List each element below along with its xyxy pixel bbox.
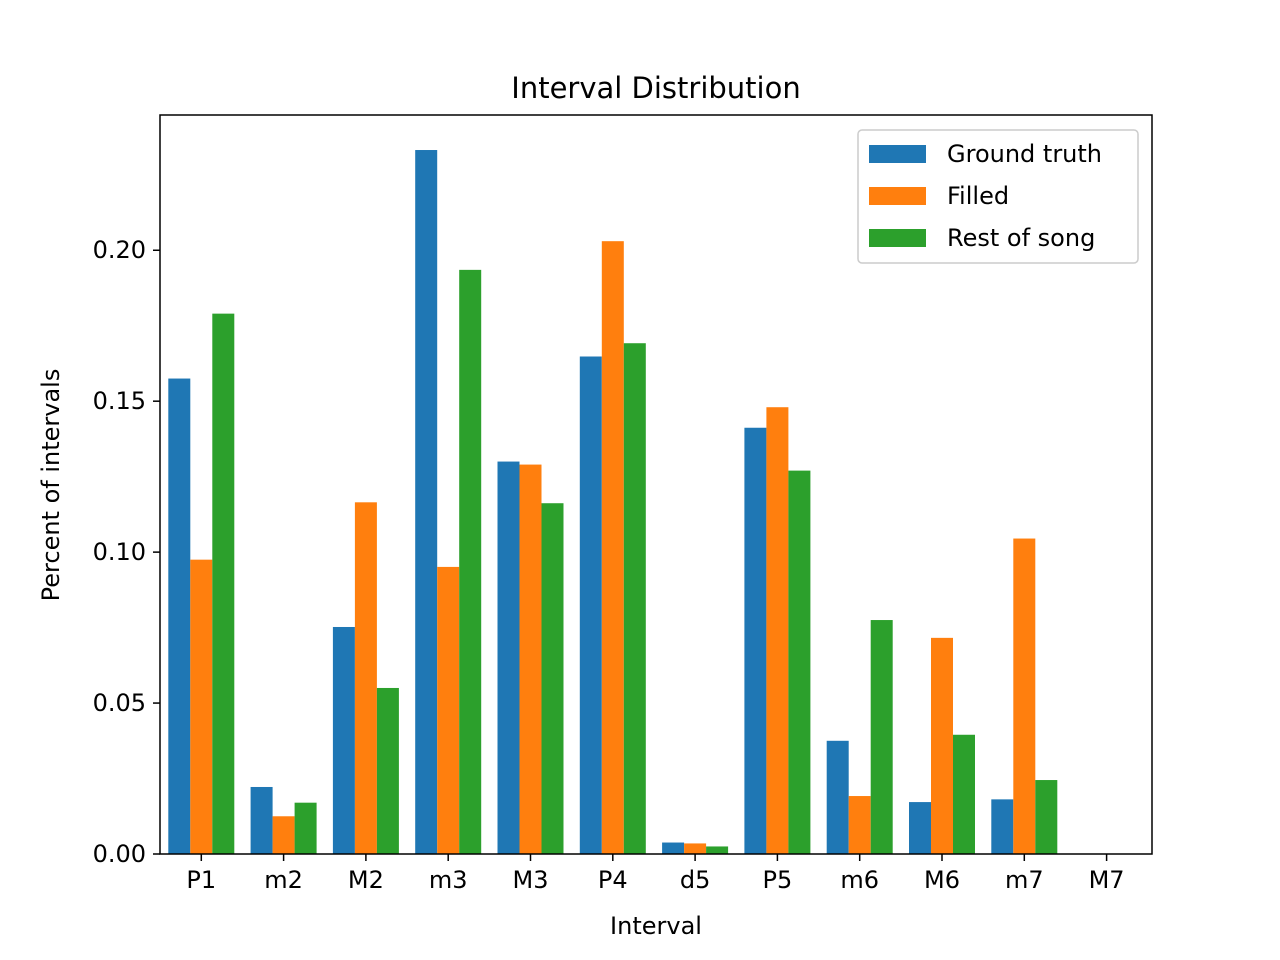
- y-axis-label: Percent of intervals: [37, 369, 65, 602]
- bar-ground-truth-m2: [332, 626, 355, 854]
- x-tick-label: P4: [598, 866, 628, 894]
- x-tick-label: M6: [924, 866, 960, 894]
- bar-filled-m3: [437, 566, 460, 854]
- y-tick-label: 0.00: [93, 840, 146, 868]
- bar-filled-p1: [190, 559, 213, 854]
- legend-label: Filled: [947, 182, 1009, 210]
- x-axis-label: Interval: [610, 912, 702, 940]
- bar-ground-truth-m2: [250, 786, 273, 854]
- legend: Ground truth Filled Rest of song: [857, 129, 1139, 264]
- bar-filled-p4: [601, 241, 624, 855]
- x-axis: P1 m2 M2 m3 M3 P4 d5 P5 m6 M6 m7 M7: [186, 854, 1125, 894]
- x-tick-label: d5: [680, 866, 711, 894]
- y-tick-label: 0.20: [93, 236, 146, 264]
- bar-ground-truth-p1: [168, 378, 191, 854]
- bar-ground-truth-m6: [826, 740, 849, 854]
- bars-group: [168, 150, 1058, 855]
- y-tick-label: 0.05: [93, 689, 146, 717]
- x-tick-label: M7: [1089, 866, 1125, 894]
- legend-swatch: [869, 145, 926, 163]
- bar-rest-of-song-m3: [541, 503, 564, 854]
- bar-filled-m6: [931, 637, 953, 854]
- legend-label: Rest of song: [947, 224, 1095, 252]
- bar-rest-of-song-d5: [706, 846, 729, 854]
- bar-rest-of-song-m2: [294, 802, 317, 854]
- x-tick-label: m2: [264, 866, 303, 894]
- bar-rest-of-song-m3: [459, 269, 482, 854]
- x-tick-label: m7: [1005, 866, 1044, 894]
- y-axis: 0.00 0.05 0.10 0.15 0.20: [93, 236, 160, 868]
- bar-rest-of-song-m6: [870, 620, 893, 854]
- bar-rest-of-song-p5: [788, 470, 811, 854]
- bar-filled-d5: [684, 843, 707, 854]
- bar-filled-p5: [766, 407, 789, 854]
- legend-box: [857, 129, 1139, 264]
- x-tick-label: P1: [186, 866, 216, 894]
- bar-ground-truth-p5: [744, 427, 767, 854]
- x-tick-label: M2: [348, 866, 384, 894]
- bar-rest-of-song-m7: [1035, 780, 1058, 854]
- y-tick-label: 0.10: [93, 538, 146, 566]
- bar-rest-of-song-m6: [953, 734, 975, 854]
- legend-swatch: [869, 229, 926, 247]
- x-tick-label: m6: [840, 866, 879, 894]
- chart-title: Interval Distribution: [511, 71, 800, 105]
- bar-rest-of-song-m2: [376, 687, 399, 854]
- x-tick-label: M3: [513, 866, 549, 894]
- y-tick-label: 0.15: [93, 387, 146, 415]
- plot-frame: [159, 114, 1153, 855]
- x-tick-label: P5: [763, 866, 793, 894]
- bar-ground-truth-m7: [991, 799, 1014, 854]
- legend-label: Ground truth: [947, 140, 1102, 168]
- bar-filled-m7: [1013, 538, 1036, 854]
- bar-rest-of-song-p1: [212, 313, 235, 854]
- bar-ground-truth-p4: [579, 356, 602, 854]
- bar-ground-truth-m3: [497, 461, 520, 854]
- legend-swatch: [869, 187, 926, 205]
- bar-filled-m2: [272, 816, 295, 854]
- x-tick-label: m3: [429, 866, 468, 894]
- bar-ground-truth-m6: [909, 802, 931, 854]
- bar-filled-m6: [848, 796, 871, 854]
- bar-filled-m2: [354, 502, 377, 854]
- bar-rest-of-song-p4: [623, 343, 646, 854]
- bar-ground-truth-d5: [662, 842, 685, 854]
- bar-ground-truth-m3: [415, 150, 438, 855]
- bar-filled-m3: [519, 464, 542, 854]
